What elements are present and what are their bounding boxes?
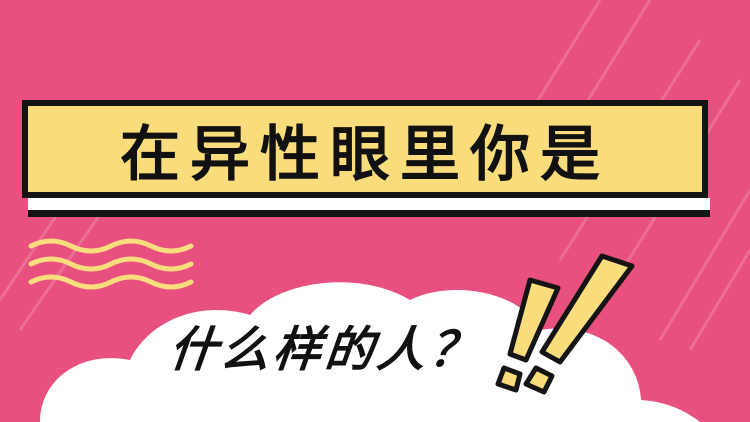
- headline-text: 在异性眼里你是: [120, 119, 610, 190]
- subline-text: 什么样的人？: [166, 322, 485, 378]
- title-banner: 在异性眼里你是: [22, 100, 712, 222]
- wavy-lines-icon: [28, 238, 194, 290]
- banner-shadow: [28, 198, 710, 210]
- banner-box: [22, 100, 708, 198]
- banner-underline: [28, 210, 710, 217]
- double-exclamation-icon: [495, 253, 635, 395]
